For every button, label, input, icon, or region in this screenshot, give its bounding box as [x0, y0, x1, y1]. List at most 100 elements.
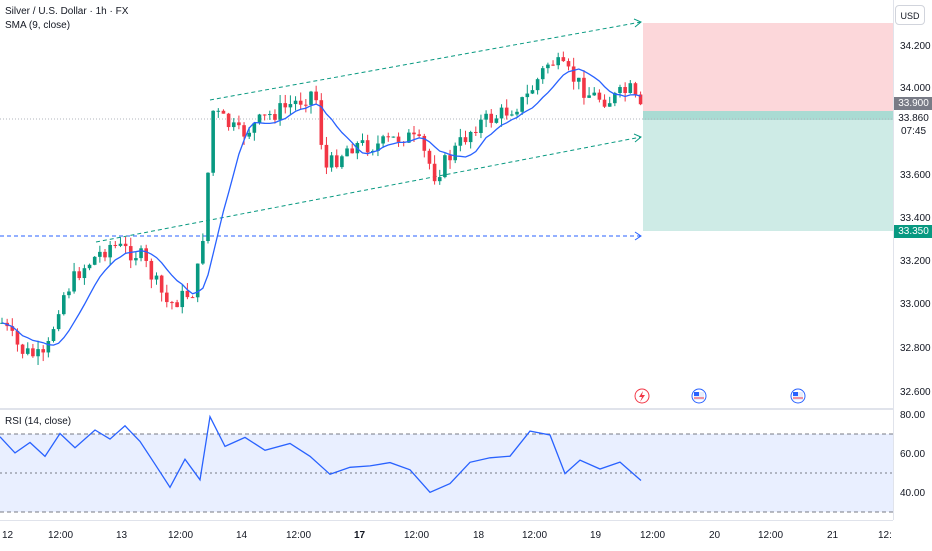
price-tick: 33.400 — [900, 213, 931, 224]
candle-body — [77, 271, 82, 279]
candle-body — [613, 92, 617, 104]
candle-body — [195, 263, 200, 298]
sma-legend[interactable]: SMA (9, close) — [5, 20, 71, 31]
channel-upper-line — [209, 21, 642, 101]
rsi-line — [0, 414, 642, 494]
lightning-icon — [634, 388, 650, 404]
candle-body — [566, 61, 571, 67]
candle-body — [540, 68, 545, 80]
candle-body — [108, 244, 112, 258]
candle-body — [149, 260, 154, 280]
candle-body — [268, 114, 272, 116]
candle-body — [237, 122, 241, 126]
candle-body — [25, 348, 30, 354]
candle-body — [247, 132, 251, 137]
candle-body — [159, 275, 164, 293]
sma-line — [1, 68, 641, 346]
take-profit-zone — [643, 120, 893, 231]
candle-body — [185, 290, 190, 298]
time-tick: 17 — [354, 530, 366, 541]
candle-body — [134, 258, 138, 261]
candle-body — [273, 114, 277, 120]
candle-body — [298, 100, 303, 105]
candle-body — [262, 114, 267, 116]
candle-body — [206, 172, 210, 242]
candle-body — [154, 275, 159, 280]
time-tick: 19 — [590, 530, 602, 541]
candle-body — [376, 143, 380, 151]
candle-body — [15, 330, 20, 345]
candle-body — [587, 95, 591, 98]
rsi-pane[interactable]: RSI (14, close) — [0, 410, 893, 520]
candle-body — [329, 155, 334, 168]
last-price-label: 33.860 — [898, 113, 929, 124]
candle-body — [582, 77, 586, 98]
us-flag-icon — [790, 388, 806, 404]
candle-body — [515, 111, 519, 115]
candle-body — [257, 114, 262, 123]
candle-body — [144, 248, 148, 261]
candle-body — [62, 295, 66, 315]
rsi-tick: 40.00 — [900, 488, 926, 499]
candle-body — [103, 251, 107, 258]
candle-body — [510, 114, 514, 116]
candle-body — [46, 341, 51, 353]
candle-body — [324, 144, 329, 168]
candle-body — [10, 326, 15, 331]
candle-body — [427, 150, 432, 164]
candle-body — [252, 122, 257, 133]
symbol-legend[interactable]: Silver / U.S. Dollar · 1h · FX — [5, 6, 129, 17]
price-tick: 32.600 — [900, 387, 931, 398]
channel-upper-arrow — [633, 18, 642, 28]
main-chart-pane[interactable]: Silver / U.S. Dollar · 1h · FX SMA (9, c… — [0, 0, 893, 408]
candle-body — [484, 113, 488, 120]
us-flag-icon — [691, 388, 707, 404]
time-tick: 12:00 — [286, 530, 312, 541]
candle-body — [489, 113, 494, 123]
price-tick: 34.200 — [900, 41, 931, 52]
channel-lower-arrow — [633, 133, 642, 143]
flag-canton — [793, 392, 798, 396]
candle-body — [535, 79, 540, 91]
time-axis[interactable]: 12 12:00 13 12:00 14 12:00 17 12:00 18 1… — [0, 520, 893, 551]
candle-body — [607, 103, 612, 107]
candle-body — [412, 132, 416, 135]
candle-body — [165, 292, 169, 303]
time-tick: 12:00 — [522, 530, 548, 541]
candle-body — [360, 140, 365, 144]
candle-body — [437, 177, 442, 182]
price-chart[interactable] — [0, 0, 893, 408]
candle-body — [638, 94, 643, 105]
candle-body — [98, 251, 102, 257]
time-tick: 12:00 — [48, 530, 74, 541]
candle-body — [592, 92, 597, 96]
candle-body — [381, 136, 385, 144]
candle-body — [293, 100, 298, 105]
price-tick: 32.800 — [900, 343, 931, 354]
candle-body — [201, 241, 205, 264]
currency-button[interactable]: USD — [895, 5, 925, 25]
candle-body — [422, 135, 427, 151]
candle-body — [278, 103, 282, 120]
candle-body — [319, 100, 324, 145]
candle-body — [41, 349, 45, 353]
candle-body — [525, 93, 530, 98]
rsi-tick: 80.00 — [900, 410, 926, 421]
target-price-label: 33.350 — [894, 225, 932, 238]
candle-body — [571, 66, 576, 82]
channel-lower-line — [95, 136, 642, 243]
rsi-legend[interactable]: RSI (14, close) — [5, 416, 72, 427]
candle-body — [288, 104, 293, 108]
candle-body — [407, 132, 411, 143]
candle-body — [577, 77, 581, 82]
candle-body — [334, 155, 339, 168]
price-tick: 33.200 — [900, 256, 931, 267]
candle-body — [468, 131, 473, 143]
candle-body — [56, 314, 61, 330]
time-tick: 12:00 — [640, 530, 666, 541]
candle-body — [118, 243, 123, 246]
pane-divider[interactable] — [0, 408, 893, 410]
rsi-chart[interactable] — [0, 410, 893, 520]
price-scale[interactable]: 34.200 34.000 33.600 33.400 33.200 33.00… — [893, 0, 932, 520]
time-tick: 12:00 — [168, 530, 194, 541]
